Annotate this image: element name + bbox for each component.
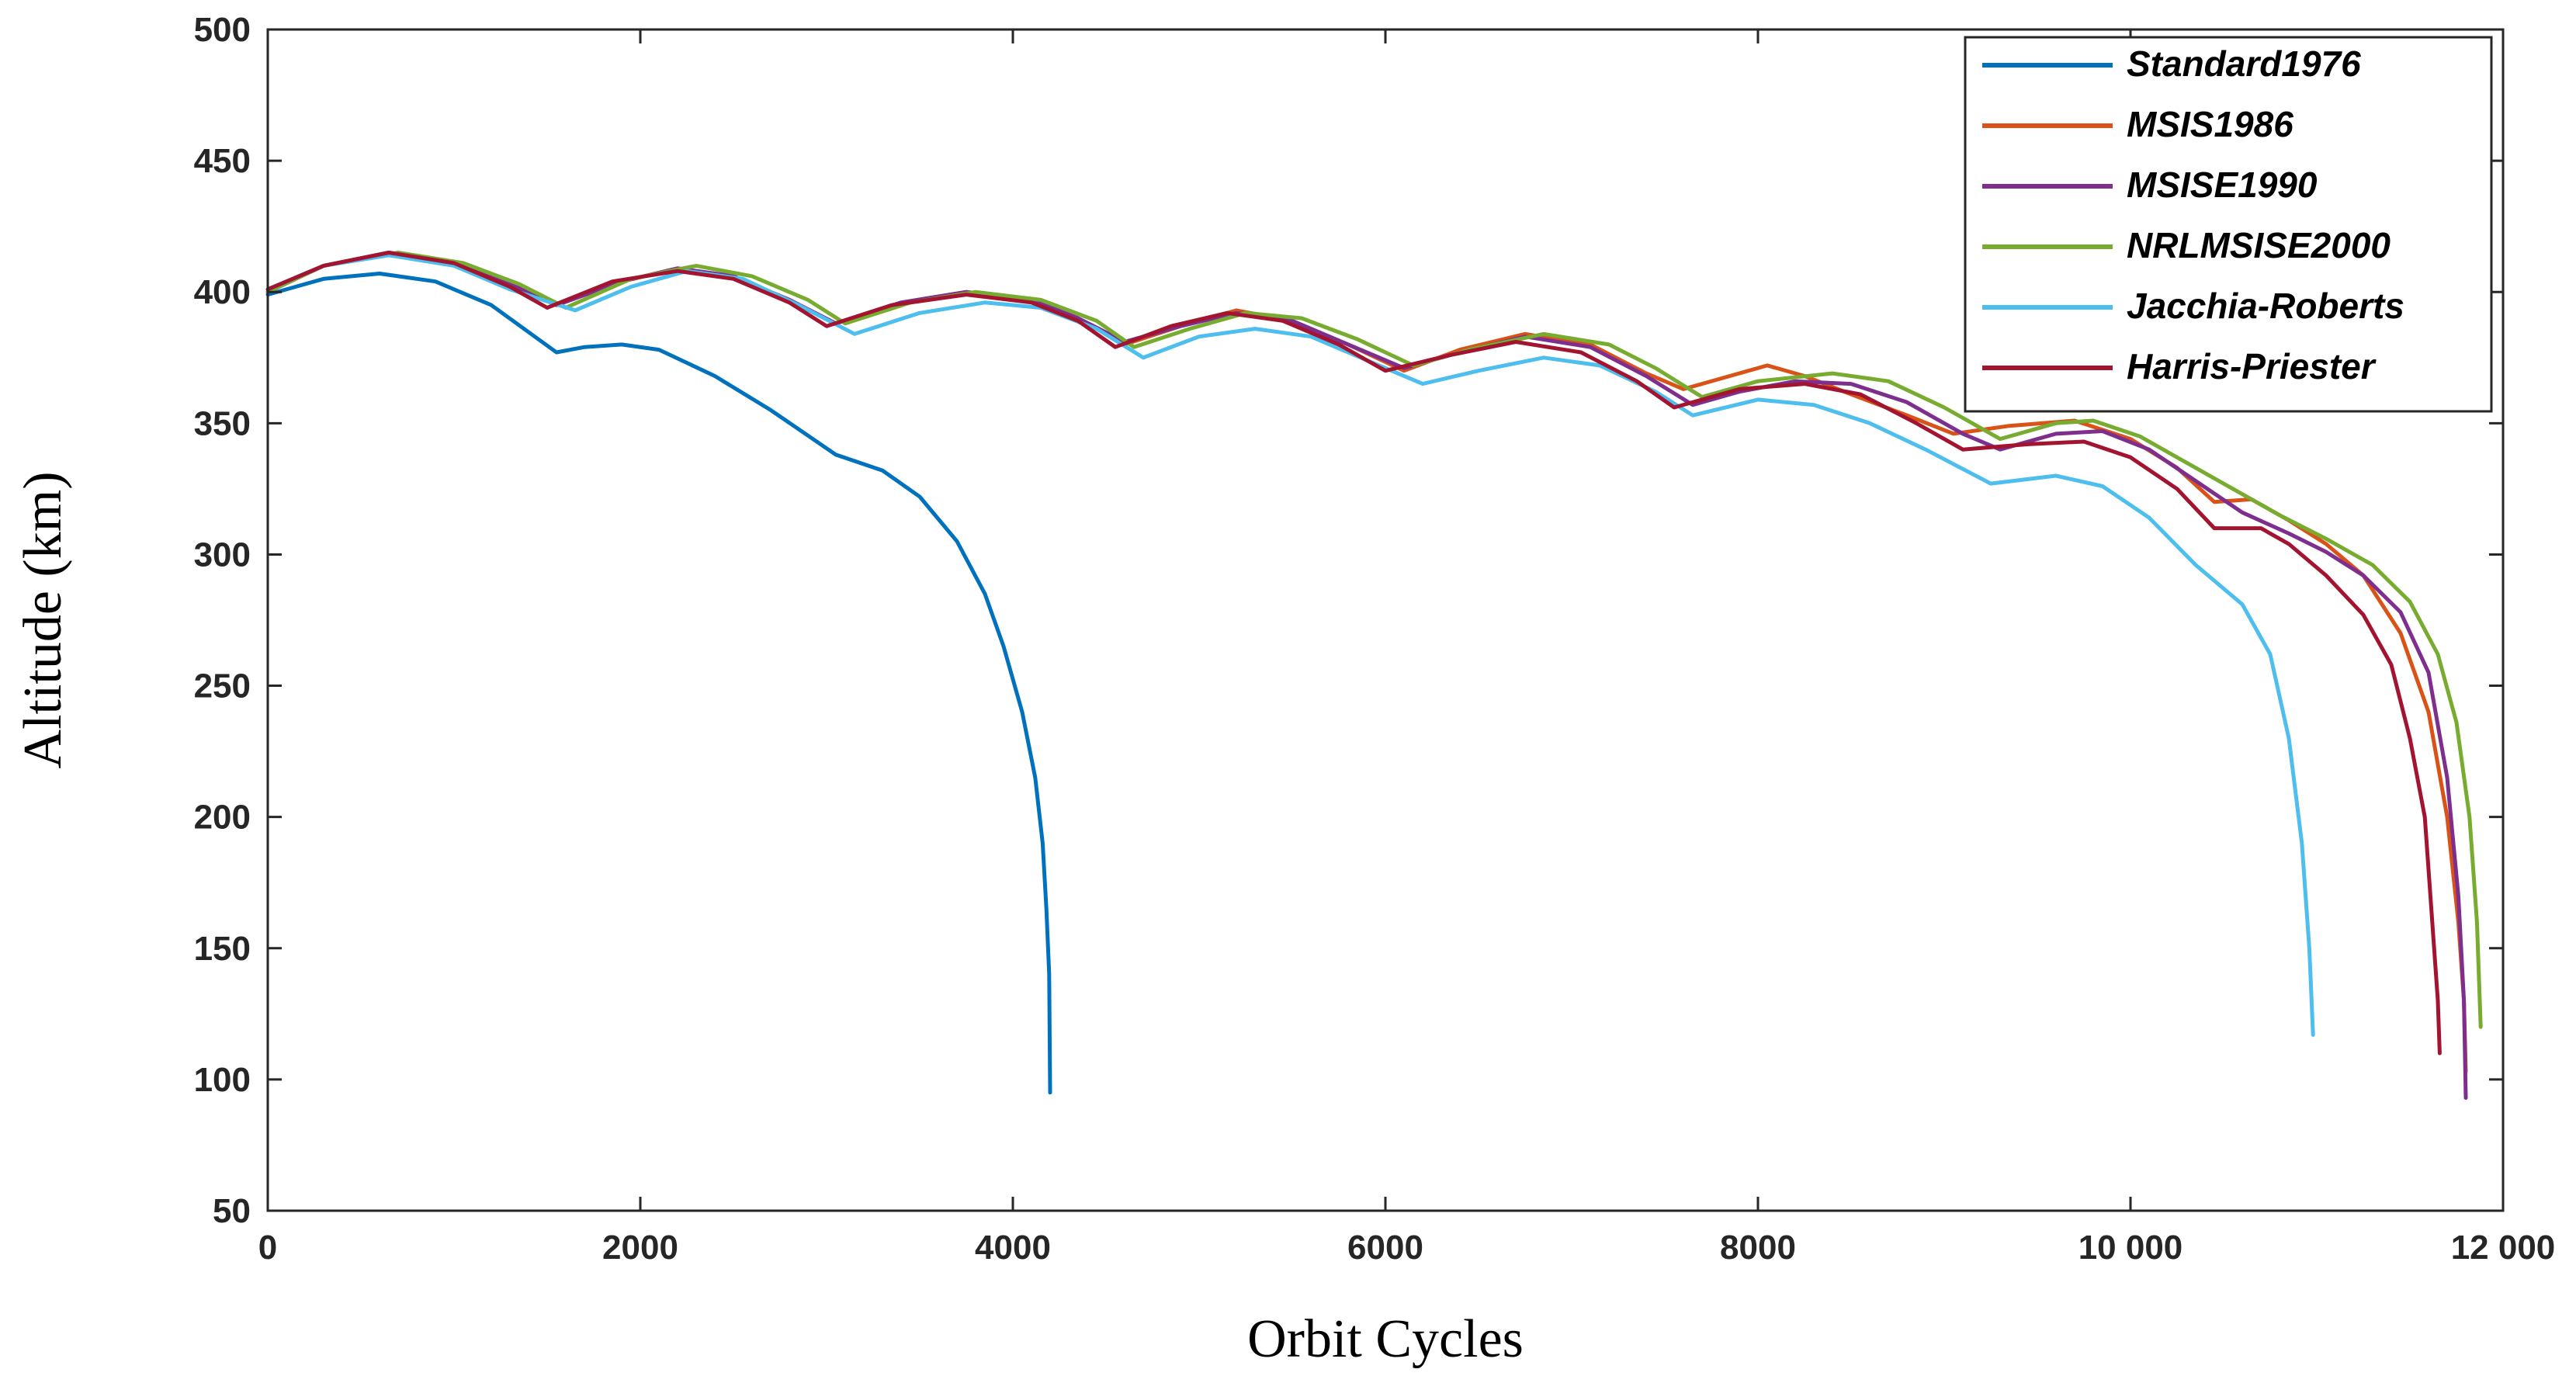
y-tick-label: 400 [194,273,251,311]
x-tick-label: 2000 [602,1229,678,1267]
y-tick-label: 350 [194,404,251,442]
x-tick-label: 12 000 [2451,1229,2556,1267]
legend-label: Jacchia-Roberts [2127,286,2404,326]
ticks-layer: 50 100 150 200 250 300 350 400 450 500 0 2000 4000 60… [194,11,2556,1267]
x-tick-label: 10 000 [2078,1229,2183,1267]
x-axis-label: Orbit Cycles [1247,1309,1524,1369]
legend-label: Harris-Priester [2127,346,2377,386]
series-layer [265,251,2483,1101]
series-line-harris-priester [265,251,2442,1055]
x-tick-label: 8000 [1720,1229,1796,1267]
y-tick-label: 500 [194,11,251,49]
x-tick-label: 4000 [975,1229,1051,1267]
y-tick-label: 150 [194,930,251,968]
legend-label: Standard1976 [2127,43,2361,84]
legend-frame [1964,36,2493,413]
x-tick-label: 0 [258,1229,277,1267]
series-line-nrlmsise2000 [265,251,2483,1029]
series-line-standard1976 [265,272,1052,1095]
y-tick-label: 250 [194,667,251,705]
x-tick-label: 6000 [1347,1229,1423,1267]
y-tick-label: 200 [194,799,251,837]
y-tick-label: 300 [194,536,251,574]
y-tick-label: 100 [194,1061,251,1099]
y-axis-label: Altitude (km) [13,472,73,769]
y-tick-label: 450 [194,142,251,180]
legend: Standard1976 MSIS1986 MSISE1990 NRLMSISE200… [1964,36,2493,413]
legend-label: MSISE1990 [2127,165,2318,205]
legend-label: MSIS1986 [2127,104,2293,144]
legend-label: NRLMSISE2000 [2127,225,2391,265]
y-tick-label: 50 [213,1192,251,1230]
series-line-jacchia-roberts [265,253,2315,1037]
